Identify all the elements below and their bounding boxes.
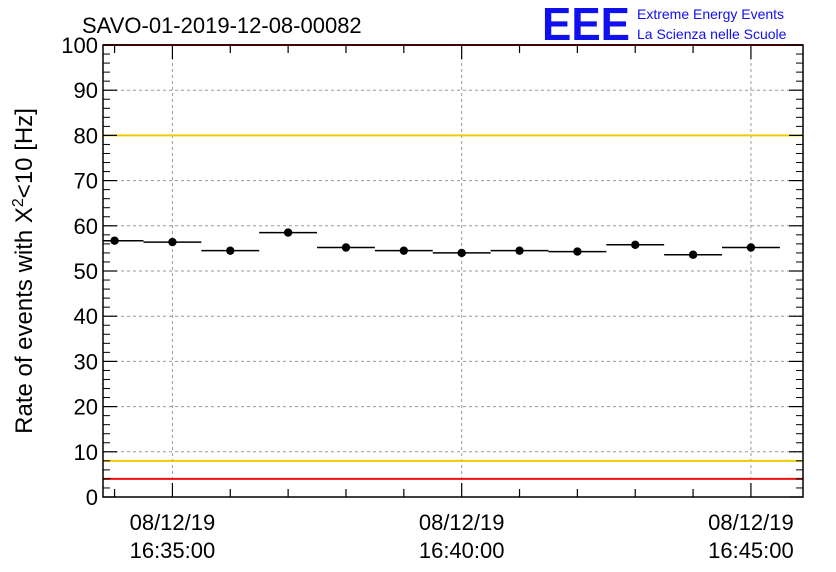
data-points — [110, 228, 756, 259]
x-tick-label-date: 08/12/19 — [130, 510, 216, 535]
x-tick-label-time: 16:35:00 — [130, 538, 216, 563]
eee-logo: EEE Extreme Energy Events La Scienza nel… — [542, 0, 787, 50]
x-tick-label-time: 16:45:00 — [708, 538, 794, 563]
y-axis-ticks: 0 10 20 30 40 50 60 70 80 90 100 — [61, 33, 803, 510]
logo-line-2: La Scienza nelle Scuole — [637, 26, 787, 42]
y-tick-label: 60 — [74, 214, 98, 239]
y-tick-label: 90 — [74, 78, 98, 103]
logo-mark: EEE — [542, 0, 630, 50]
data-point — [746, 243, 756, 252]
y-tick-label: 40 — [74, 304, 98, 329]
y-tick-label: 20 — [74, 395, 98, 420]
x-tick-label-date: 08/12/19 — [708, 510, 794, 535]
data-bins — [103, 231, 780, 256]
y-tick-label: 70 — [74, 169, 98, 194]
logo-line-1: Extreme Energy Events — [637, 6, 784, 22]
data-point — [688, 250, 698, 259]
chart-title: SAVO-01-2019-12-08-00082 — [82, 13, 362, 38]
data-point — [631, 240, 640, 249]
y-tick-label: 100 — [61, 33, 98, 58]
y-tick-label: 10 — [74, 440, 98, 465]
x-tick-label-time: 16:40:00 — [419, 538, 505, 563]
data-point — [457, 248, 466, 258]
y-tick-label: 30 — [74, 349, 98, 374]
x-axis-ticks: 08/12/19 16:35:00 08/12/19 16:40:00 08/12/19… — [113, 45, 794, 563]
y-tick-label: 80 — [74, 123, 98, 148]
y-tick-label: 50 — [74, 259, 98, 284]
data-point — [341, 243, 351, 252]
reference-lines — [103, 44, 803, 480]
y-axis-label-rest: <10 [Hz] — [11, 108, 38, 198]
y-axis-label-main: Rate of events with X — [11, 207, 38, 434]
data-point — [399, 246, 409, 255]
data-point — [110, 236, 119, 245]
data-point — [573, 247, 582, 256]
y-tick-label: 0 — [86, 485, 98, 510]
data-point — [515, 246, 524, 255]
x-tick-label-date: 08/12/19 — [419, 510, 505, 535]
data-point — [226, 246, 235, 255]
y-axis-title: Rate of events with X2<10 [Hz] — [10, 108, 38, 434]
data-point — [168, 237, 177, 247]
data-point — [283, 228, 293, 237]
y-axis-label-sup: 2 — [10, 198, 27, 207]
svg-text:Rate of events with X2<10 [Hz]: Rate of events with X2<10 [Hz] — [10, 108, 38, 434]
grid — [103, 45, 803, 497]
